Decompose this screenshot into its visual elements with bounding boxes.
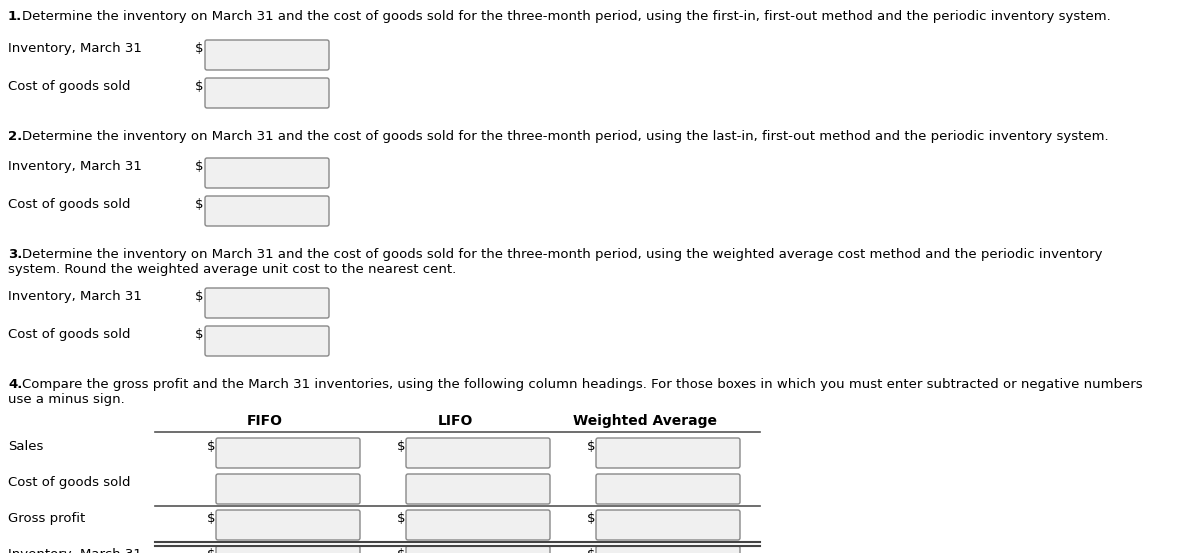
FancyBboxPatch shape <box>406 474 550 504</box>
Text: $: $ <box>397 548 406 553</box>
Text: Compare the gross profit and the March 31 inventories, using the following colum: Compare the gross profit and the March 3… <box>22 378 1142 391</box>
Text: $: $ <box>208 548 216 553</box>
Text: Cost of goods sold: Cost of goods sold <box>8 198 131 211</box>
Text: $: $ <box>587 440 595 453</box>
Text: $: $ <box>194 160 204 173</box>
Text: $: $ <box>397 512 406 525</box>
Text: 2.: 2. <box>8 130 23 143</box>
Text: $: $ <box>194 80 204 93</box>
Text: $: $ <box>194 290 204 303</box>
FancyBboxPatch shape <box>216 510 360 540</box>
FancyBboxPatch shape <box>205 326 329 356</box>
Text: Determine the inventory on March 31 and the cost of goods sold for the three-mon: Determine the inventory on March 31 and … <box>22 248 1103 261</box>
Text: Sales: Sales <box>8 440 43 453</box>
Text: $: $ <box>587 548 595 553</box>
FancyBboxPatch shape <box>216 546 360 553</box>
Text: Inventory, March 31: Inventory, March 31 <box>8 548 142 553</box>
Text: LIFO: LIFO <box>437 414 473 428</box>
Text: 4.: 4. <box>8 378 23 391</box>
Text: system. Round the weighted average unit cost to the nearest cent.: system. Round the weighted average unit … <box>8 263 456 276</box>
Text: $: $ <box>208 440 216 453</box>
Text: Determine the inventory on March 31 and the cost of goods sold for the three-mon: Determine the inventory on March 31 and … <box>22 10 1111 23</box>
Text: use a minus sign.: use a minus sign. <box>8 393 125 406</box>
Text: $: $ <box>397 440 406 453</box>
FancyBboxPatch shape <box>596 474 740 504</box>
Text: $: $ <box>194 328 204 341</box>
FancyBboxPatch shape <box>205 288 329 318</box>
Text: FIFO: FIFO <box>247 414 283 428</box>
FancyBboxPatch shape <box>406 546 550 553</box>
FancyBboxPatch shape <box>596 438 740 468</box>
Text: Gross profit: Gross profit <box>8 512 85 525</box>
FancyBboxPatch shape <box>205 78 329 108</box>
Text: Cost of goods sold: Cost of goods sold <box>8 476 131 489</box>
FancyBboxPatch shape <box>596 546 740 553</box>
Text: Determine the inventory on March 31 and the cost of goods sold for the three-mon: Determine the inventory on March 31 and … <box>22 130 1109 143</box>
FancyBboxPatch shape <box>205 40 329 70</box>
Text: Inventory, March 31: Inventory, March 31 <box>8 42 142 55</box>
Text: 1.: 1. <box>8 10 23 23</box>
FancyBboxPatch shape <box>596 510 740 540</box>
Text: $: $ <box>194 42 204 55</box>
FancyBboxPatch shape <box>216 474 360 504</box>
FancyBboxPatch shape <box>216 438 360 468</box>
Text: $: $ <box>194 198 204 211</box>
Text: Cost of goods sold: Cost of goods sold <box>8 80 131 93</box>
Text: Inventory, March 31: Inventory, March 31 <box>8 160 142 173</box>
Text: Inventory, March 31: Inventory, March 31 <box>8 290 142 303</box>
Text: $: $ <box>208 512 216 525</box>
Text: Cost of goods sold: Cost of goods sold <box>8 328 131 341</box>
FancyBboxPatch shape <box>406 510 550 540</box>
Text: $: $ <box>587 512 595 525</box>
Text: Weighted Average: Weighted Average <box>574 414 718 428</box>
FancyBboxPatch shape <box>205 196 329 226</box>
FancyBboxPatch shape <box>406 438 550 468</box>
FancyBboxPatch shape <box>205 158 329 188</box>
Text: 3.: 3. <box>8 248 23 261</box>
